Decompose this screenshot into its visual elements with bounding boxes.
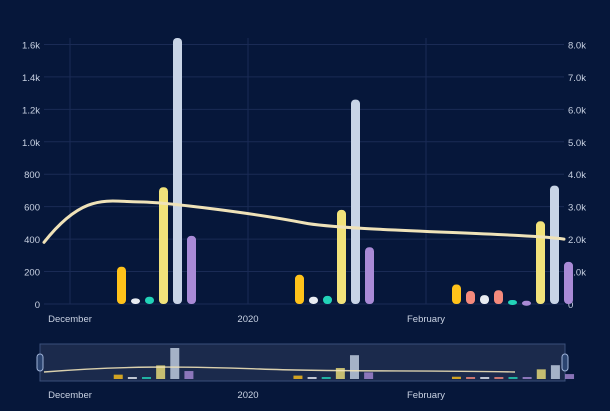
bar [173, 38, 182, 304]
right-tick-label: 8.0k [568, 40, 586, 51]
navigator-bar [184, 371, 194, 379]
navigator-bar [293, 375, 303, 379]
navigator-label: December [48, 390, 92, 401]
left-tick-label: 0 [35, 300, 40, 311]
navigator-bar [451, 376, 461, 379]
bar [295, 274, 304, 304]
navigator-label: 2020 [237, 390, 258, 401]
x-axis-labels: December 2020 February [48, 314, 445, 325]
right-axis-ticks: 0 1.0k 2.0k 3.0k 4.0k 5.0k 6.0k 7.0k 8.0k [568, 40, 586, 311]
x-tick-label: December [48, 314, 92, 325]
bar [536, 221, 545, 304]
trend-line [42, 199, 566, 244]
right-tick-label: 3.0k [568, 203, 586, 214]
navigator-bar [550, 365, 560, 379]
right-tick-label: 5.0k [568, 138, 586, 149]
right-tick-label: 2.0k [568, 235, 586, 246]
bar [187, 235, 196, 304]
bar-series [117, 38, 573, 306]
bar [309, 296, 318, 304]
navigator-bar [142, 377, 152, 379]
left-axis-ticks: 0 200 400 600 800 1.0k 1.2k 1.4k 1.6k [22, 40, 40, 311]
navigator-bar [307, 377, 317, 379]
right-tick-label: 6.0k [568, 105, 586, 116]
navigator-bar [127, 377, 137, 379]
bar [145, 296, 154, 304]
right-tick-label: 0 [568, 300, 573, 311]
bar [117, 266, 126, 304]
navigator-bar [494, 377, 504, 379]
grid-lines [44, 38, 564, 305]
navigator-bar [565, 374, 575, 379]
bar [522, 300, 531, 306]
navigator-label: February [407, 390, 445, 401]
bar [550, 185, 559, 304]
bar [323, 295, 332, 304]
left-tick-label: 1.0k [22, 138, 40, 149]
navigator-bar [156, 365, 166, 379]
bar [466, 291, 475, 304]
left-tick-label: 200 [24, 268, 40, 279]
navigator-bar [364, 372, 374, 379]
bar [508, 299, 517, 305]
navigator-bar [170, 348, 180, 379]
left-tick-label: 1.2k [22, 105, 40, 116]
bar [131, 298, 140, 304]
left-tick-label: 1.4k [22, 73, 40, 84]
navigator-bar [113, 374, 123, 379]
x-tick-label: 2020 [237, 314, 258, 325]
navigator-bar [480, 377, 490, 379]
left-tick-label: 600 [24, 203, 40, 214]
bar [480, 295, 489, 304]
trend-line-series [42, 199, 566, 244]
bar [337, 209, 346, 304]
navigator-bar [349, 355, 359, 379]
navigator-bar [335, 368, 345, 379]
left-tick-label: 800 [24, 170, 40, 181]
bar [494, 290, 503, 304]
bar [159, 187, 168, 304]
navigator-bar [508, 377, 518, 379]
navigator-handle [36, 353, 44, 372]
range-navigator[interactable]: December 2020 February [36, 343, 575, 401]
left-tick-label: 400 [24, 235, 40, 246]
bar [351, 99, 360, 304]
bar [564, 261, 573, 304]
navigator-bar [536, 369, 546, 379]
navigator-bar [466, 377, 476, 379]
navigator-handle [561, 353, 569, 372]
right-tick-label: 1.0k [568, 268, 586, 279]
navigator-bar [522, 377, 532, 379]
right-tick-label: 4.0k [568, 170, 586, 181]
left-tick-label: 1.6k [22, 40, 40, 51]
navigator-bar [321, 377, 331, 379]
bar [452, 284, 461, 304]
bar [365, 247, 374, 304]
navigator-line [43, 366, 516, 373]
right-tick-label: 7.0k [568, 73, 586, 84]
x-tick-label: February [407, 314, 445, 325]
